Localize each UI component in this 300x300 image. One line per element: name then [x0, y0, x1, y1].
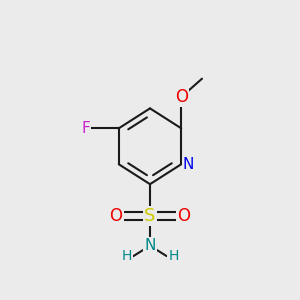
Text: S: S: [144, 207, 156, 225]
Text: H: H: [168, 249, 178, 263]
Text: O: O: [177, 207, 190, 225]
Text: O: O: [175, 88, 188, 106]
Text: O: O: [110, 207, 123, 225]
Text: N: N: [144, 238, 156, 253]
Text: F: F: [82, 121, 91, 136]
Text: H: H: [122, 249, 132, 263]
Text: N: N: [183, 157, 194, 172]
